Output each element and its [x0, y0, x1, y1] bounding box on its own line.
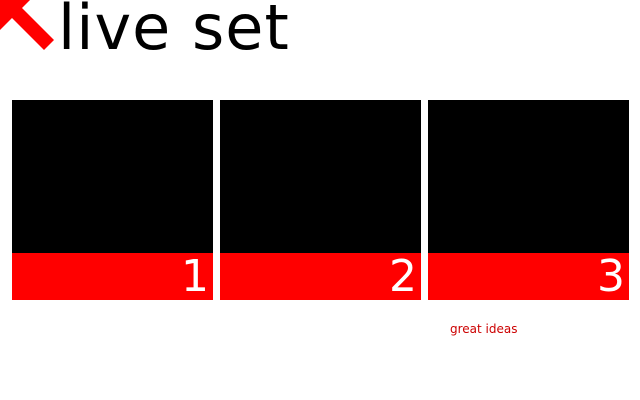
- set-panel-2[interactable]: 2: [220, 100, 421, 300]
- panel-number: 3: [597, 251, 625, 302]
- panel-number: 1: [181, 251, 209, 302]
- arrow-up-left-icon: [0, 0, 54, 50]
- set-panel-1[interactable]: 1: [12, 100, 213, 300]
- panel-number-band: 2: [220, 253, 421, 300]
- set-panel-3[interactable]: 3: [428, 100, 629, 300]
- great-ideas-link[interactable]: great ideas: [450, 322, 518, 336]
- panel-screen: [220, 100, 421, 253]
- panel-number-band: 3: [428, 253, 629, 300]
- page-title: live set: [58, 0, 290, 64]
- panel-number: 2: [389, 251, 417, 302]
- panel-screen: [12, 100, 213, 253]
- panel-number-band: 1: [12, 253, 213, 300]
- panel-screen: [428, 100, 629, 253]
- set-panels: 1 2 3: [12, 100, 629, 300]
